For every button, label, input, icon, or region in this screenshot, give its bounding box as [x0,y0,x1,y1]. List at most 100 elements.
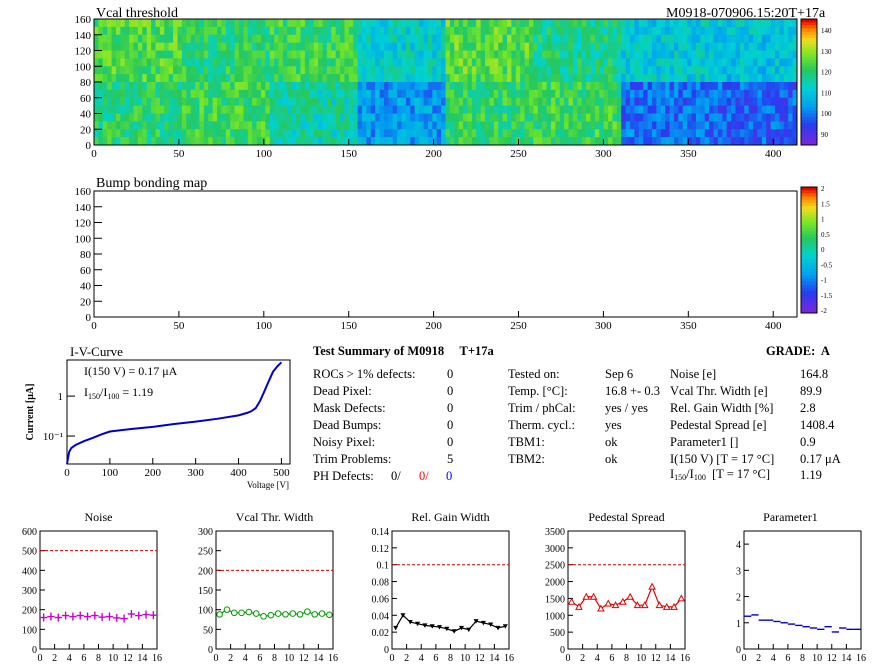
heatmap1-cell [665,82,671,91]
heatmap1-cell [120,105,126,114]
heatmap1-cell [603,89,609,99]
heatmap1-cell [520,113,526,122]
heatmap1-cell [704,58,710,67]
heatmap1-cell [682,58,688,67]
heatmap1-cell [243,82,249,91]
heatmap1-cell [783,137,789,146]
heatmap1-cells [94,19,798,146]
heatmap1-cell [476,58,482,67]
ratio-row-label: I150/I100 [T = 17 °C] [670,467,770,482]
heatmap1-cell [634,58,640,67]
heatmap1-cell [159,97,165,107]
heatmap1-cell [599,66,605,75]
heatmap1-cell [111,137,117,146]
heatmap1-cell [739,121,745,130]
heatmap1-cell [98,121,104,130]
heatmap1-cell [340,121,345,130]
heatmap1-cell [133,137,139,146]
heatmap1-cell [234,19,240,28]
hm2-scale-band [801,259,817,264]
sp3-point [640,601,649,609]
heatmap1-cell [225,58,231,67]
heatmap1-cell [410,42,416,51]
heatmap1-cell [603,50,609,59]
heatmap1-cell [217,42,222,51]
heatmap1-cell [366,105,372,114]
heatmap1-cell [186,113,192,122]
heatmap1-cell [405,113,411,122]
heatmap1-cell [129,34,135,44]
heatmap1-cell [757,74,763,83]
heatmap1-cell [691,58,697,67]
heatmap1-cell [489,129,495,138]
hm2-ytick-label: 120 [75,218,92,230]
heatmap1-cell [726,74,732,83]
gain-width-plot: Rel. Gain Width00.020.040.060.080.10.120… [372,510,515,664]
heatmap1-cell [586,19,591,28]
sp4-xtick-label: 14 [841,653,851,664]
heatmap1-cell [572,34,578,44]
heatmap1-cell [709,105,715,114]
heatmap1-title: Vcal threshold [96,6,179,21]
heatmap1-cell [124,97,130,107]
heatmap1-cell [634,89,640,99]
heatmap1-cell [397,66,403,75]
heatmap1-cell [783,113,789,122]
heatmap1-cell [370,121,376,130]
heatmap1-cell [177,82,183,91]
heatmap1-cell [300,19,306,28]
heatmap1-cell [225,105,231,114]
heatmap1-cell [682,19,688,28]
heatmap1-cell [291,42,297,51]
heatmap1-cell [98,42,104,51]
heatmap1-cell [344,66,350,75]
heatmap1-cell [225,42,231,51]
hm2-scale-band [801,202,817,207]
heatmap1-cell [572,121,578,130]
heatmap1-cell [454,74,460,83]
heatmap1-cell [616,74,622,83]
heatmap1-cell [766,137,772,146]
heatmap1-cell [555,26,561,36]
heatmap1-cell [753,97,758,107]
heatmap1-cell [638,97,644,107]
heatmap1-cell [766,82,772,91]
heatmap1-cell [186,97,192,107]
heatmap1-cell [357,137,363,146]
heatmap1-cell [102,66,108,75]
heatmap1-cell [274,121,280,130]
heatmap1-cell [722,66,728,75]
heatmap1-cell [357,129,363,138]
heatmap1-cell [173,113,178,122]
heatmap1-cell [98,89,104,99]
heatmap1-cell [322,26,328,36]
heatmap1-cell [643,129,649,138]
heatmap1-cell [476,34,482,44]
heatmap1-cell [493,89,499,99]
heatmap1-cell [766,129,772,138]
heatmap1-cell [137,19,143,28]
heatmap1-cell [221,129,227,138]
heatmap1-cell [709,97,715,107]
heatmap1-cell [673,129,679,138]
heatmap1-cell [564,121,570,130]
heatmap1-cell [348,19,354,28]
heatmap1-cell [151,66,157,75]
pedestal-spread-plot: Pedestal Spread0500100015002000250030003… [545,510,690,664]
heatmap1-cell [687,89,693,99]
heatmap1-cell [392,113,398,122]
heatmap1-cell [445,137,451,146]
heatmap1-cell [335,113,341,122]
heatmap1-cell [788,42,794,51]
heatmap1-cell [129,105,135,114]
heatmap1-cell [564,26,570,36]
heatmap1-cell [700,50,706,59]
sp4-ytick-label: 4 [736,540,741,551]
heatmap1-cell [190,19,196,28]
heatmap1-cell [190,129,196,138]
heatmap1-cell [252,66,258,75]
heatmap1-cell [454,34,460,44]
heatmap1-cell [770,58,776,67]
heatmap1-cell [234,82,240,91]
heatmap1-cell [634,74,640,83]
